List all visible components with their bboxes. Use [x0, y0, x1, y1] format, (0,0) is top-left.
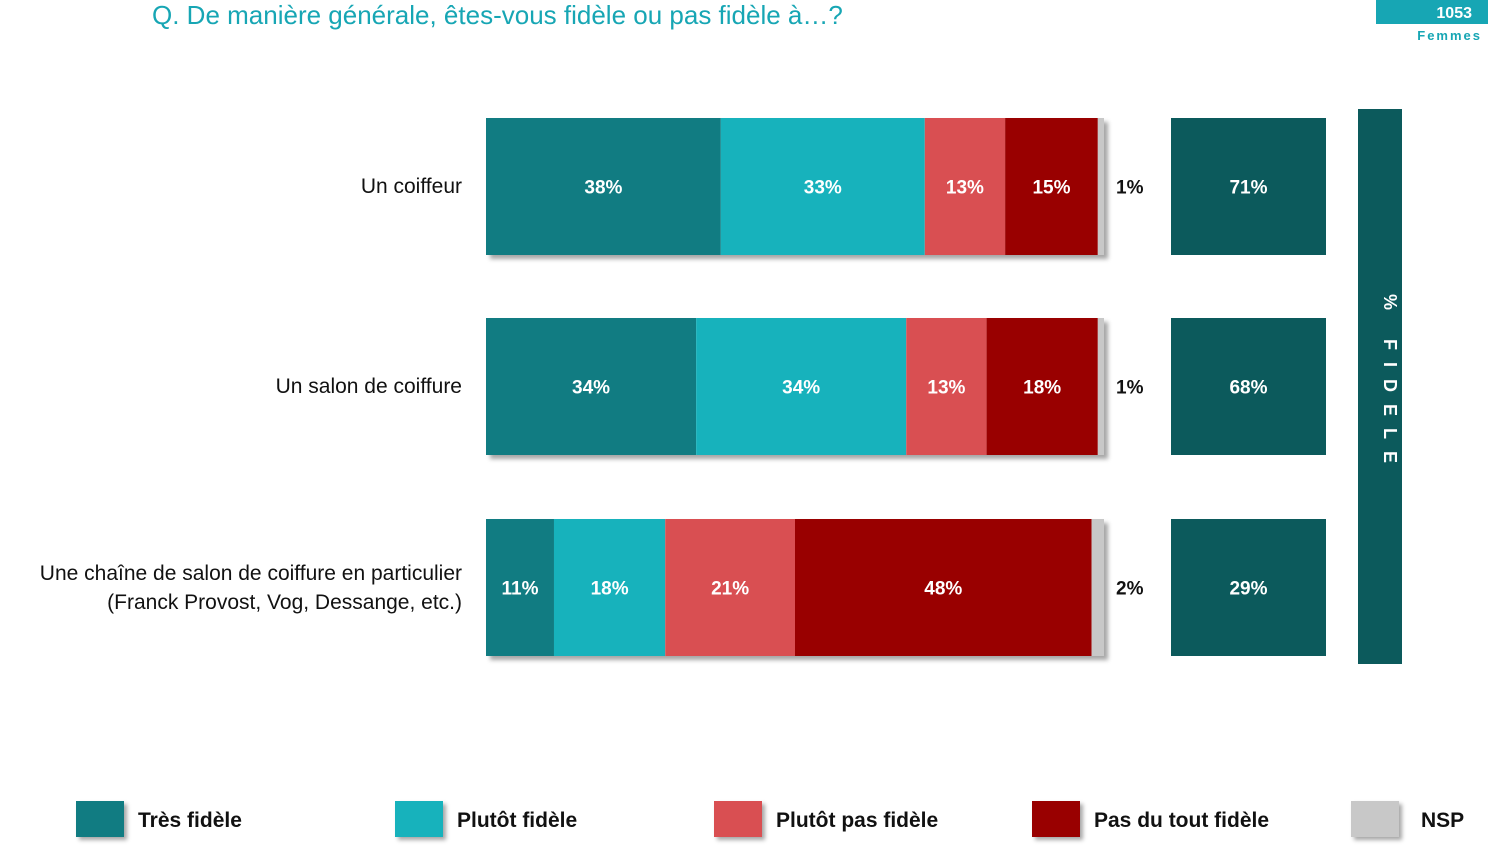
bar-segment — [665, 519, 795, 656]
bar-segment — [720, 118, 925, 255]
data-label: 2% — [1116, 579, 1144, 600]
legend-swatch — [76, 801, 124, 837]
data-label: 48% — [924, 579, 962, 600]
data-label: 11% — [501, 579, 538, 600]
data-label: 34% — [572, 378, 610, 399]
bar-segment — [486, 519, 554, 656]
bar-segment — [1091, 519, 1104, 656]
data-label: 38% — [584, 178, 622, 199]
fidele-total-value: 71% — [1229, 178, 1267, 199]
category-label-line: Une chaîne de salon de coiffure en parti… — [39, 561, 462, 585]
category-label-line: Un coiffeur — [360, 175, 462, 198]
data-label: 1% — [1116, 378, 1144, 399]
sample-badge: 1053 Femmes — [1376, 0, 1488, 43]
bar-segment — [553, 519, 666, 656]
bar-segment — [486, 118, 721, 255]
fidele-total-box — [1171, 519, 1326, 656]
data-label: 1% — [1116, 178, 1144, 199]
sample-label: Femmes — [1417, 28, 1482, 43]
legend-label: Plutôt pas fidèle — [776, 809, 939, 832]
data-label: 33% — [804, 178, 842, 199]
legend-label: NSP — [1421, 809, 1465, 832]
data-label: 18% — [591, 579, 629, 600]
bar-segment — [795, 519, 1092, 656]
legend-label: Plutôt fidèle — [457, 809, 578, 832]
legend-swatch — [1032, 801, 1080, 837]
data-label: 34% — [782, 378, 820, 399]
bar-segment — [696, 318, 907, 455]
category-label: Une chaîne de salon de coiffure en parti… — [40, 559, 462, 617]
legend-label: Pas du tout fidèle — [1094, 809, 1270, 832]
bar-segment — [986, 318, 1098, 455]
legend-swatch — [395, 801, 443, 837]
fidele-total-value: 68% — [1229, 378, 1267, 399]
bar-segment — [1097, 118, 1104, 255]
data-label: 15% — [1032, 178, 1070, 199]
category-label: Un coiffeur — [361, 172, 462, 201]
category-label-line: (Franck Provost, Vog, Dessange, etc.) — [107, 590, 462, 614]
bar-segment — [486, 318, 697, 455]
bar-segment — [1005, 118, 1098, 255]
data-label: 13% — [927, 378, 965, 399]
fidele-total-value: 29% — [1229, 579, 1267, 600]
sample-count: 1053 — [1376, 0, 1488, 24]
legend-label: Très fidèle — [138, 809, 242, 832]
legend-swatch — [714, 801, 762, 837]
data-label: 21% — [711, 579, 749, 600]
bar-segment — [1097, 318, 1104, 455]
data-label: 18% — [1023, 378, 1061, 399]
fidele-total-label: % FIDELE — [1380, 294, 1400, 476]
bar-segment — [906, 318, 987, 455]
data-label: 13% — [946, 178, 984, 199]
fidele-total-header: % FIDELE — [1358, 109, 1402, 664]
category-label: Un salon de coiffure — [276, 372, 462, 401]
bar-segment — [924, 118, 1006, 255]
legend-swatch — [1351, 801, 1399, 837]
fidele-total-box — [1171, 118, 1326, 255]
page-title: Q. De manière générale, êtes-vous fidèle… — [152, 0, 843, 30]
fidele-total-box — [1171, 318, 1326, 455]
category-label-line: Un salon de coiffure — [275, 375, 462, 398]
